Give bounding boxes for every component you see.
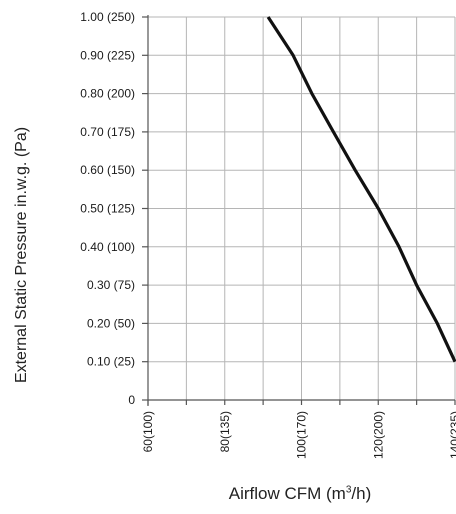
- y-tick-label: 0.50 (125): [80, 202, 135, 216]
- y-tick-label: 0.90 (225): [80, 48, 135, 62]
- series-line: [266, 16, 456, 363]
- y-axis-title: External Static Pressure in.w.g. (Pa): [13, 126, 30, 384]
- y-tick-label: 0.10 (25): [87, 355, 135, 369]
- y-tick-label: 0.40 (100): [80, 240, 135, 254]
- x-tick-label: 60(100): [141, 411, 155, 452]
- y-tick-label: 0.20 (50): [87, 316, 135, 330]
- x-axis-title-superscript: 3: [345, 484, 352, 496]
- y-tick-label: 0.30 (75): [87, 278, 135, 292]
- y-tick-label: 0: [128, 393, 135, 407]
- series: [266, 16, 456, 363]
- y-tick-label: 0.80 (200): [80, 87, 135, 101]
- y-tick-label: 0.70 (175): [80, 125, 135, 139]
- x-tick-label: 120(200): [371, 411, 385, 459]
- x-axis-title-suffix: /h): [351, 484, 372, 503]
- y-tick-label: 1.00 (250): [80, 10, 135, 24]
- y-tick-label: 0.60 (150): [80, 163, 135, 177]
- x-axis-title: Airflow CFM (m3/h): [229, 484, 372, 504]
- x-tick-label: 100(170): [295, 411, 309, 459]
- x-tick-label: 140(235): [448, 411, 456, 459]
- axes: [142, 15, 456, 406]
- x-axis-title-prefix: Airflow CFM (m: [228, 484, 346, 503]
- tick-labels: 0 0.10 (25) 0.20 (50) 0.30 (75) 0.40 (100) 0.…: [80, 10, 456, 459]
- x-tick-label: 80(135): [218, 411, 232, 452]
